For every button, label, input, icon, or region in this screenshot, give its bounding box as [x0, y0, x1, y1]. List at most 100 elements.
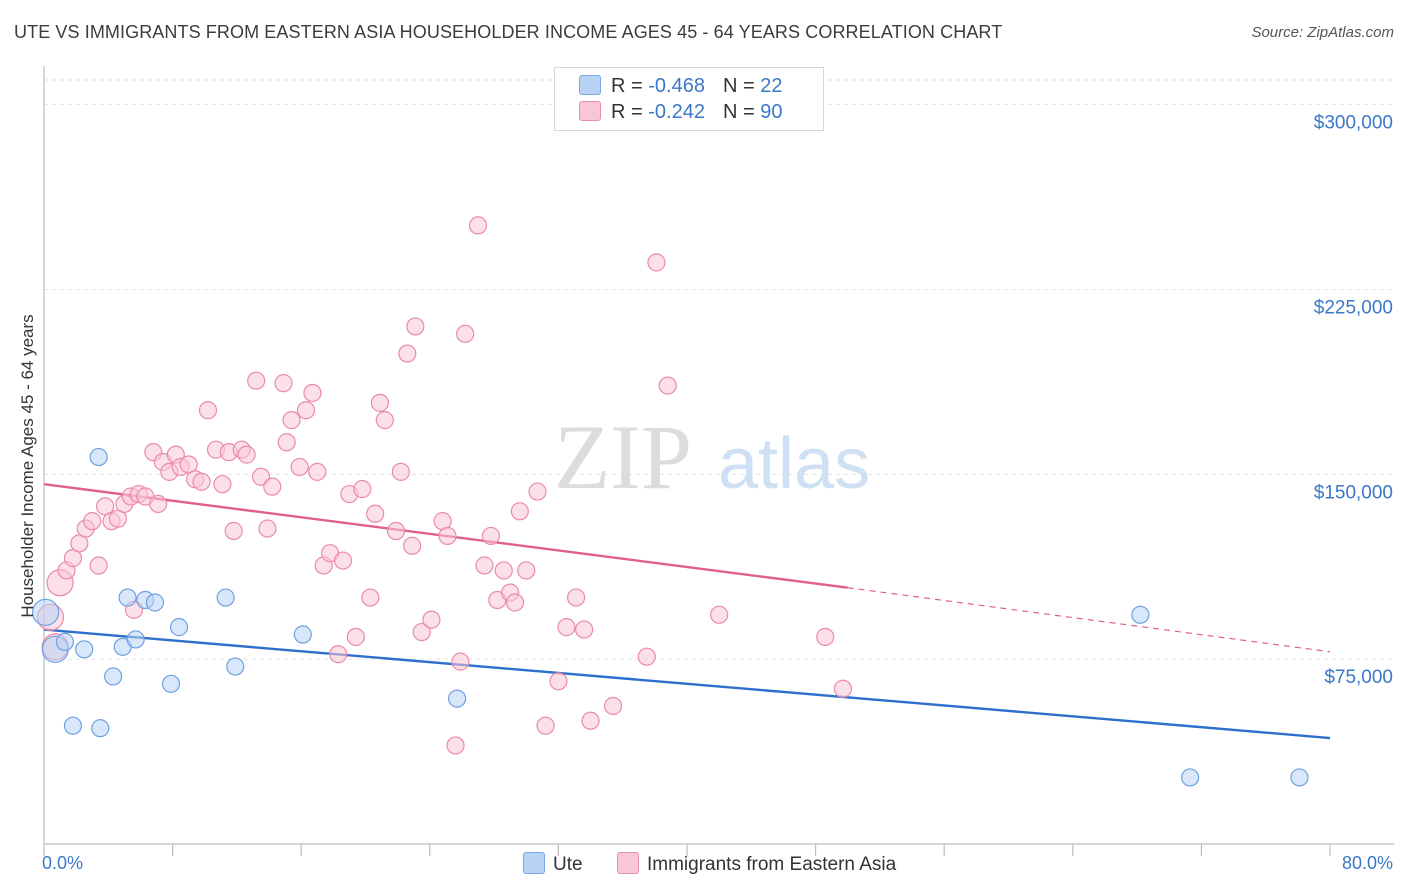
data-point-eastern-asia [333, 551, 353, 570]
watermark-atlas: atlas [718, 424, 870, 504]
legend-r-value: -0.242 [648, 101, 705, 123]
data-point-ute [448, 689, 467, 708]
data-point-eastern-asia [237, 445, 256, 464]
y-tick-label: $150,000 [1314, 482, 1393, 503]
data-point-eastern-asia [412, 622, 431, 642]
data-point-eastern-asia [494, 561, 513, 580]
data-point-ute [226, 657, 245, 676]
data-point-eastern-asia [403, 536, 422, 555]
legend-r-label: R = [611, 101, 649, 123]
data-point-eastern-asia [370, 393, 390, 412]
bottom-legend-eastern-asia: Immigrants from Eastern Asia [617, 852, 896, 876]
legend-n-value: 22 [760, 75, 783, 97]
data-point-eastern-asia [353, 480, 372, 499]
data-point-eastern-asia [192, 472, 211, 491]
data-point-eastern-asia [391, 462, 410, 481]
data-point-ute [169, 618, 189, 637]
bottom-legend-swatch-ute [523, 852, 545, 874]
data-point-ute [126, 630, 145, 649]
data-point-eastern-asia [528, 482, 547, 501]
legend-n-label: N = [722, 101, 761, 123]
data-point-eastern-asia [398, 344, 417, 363]
data-point-eastern-asia [475, 556, 494, 575]
data-point-eastern-asia [366, 504, 385, 523]
bottom-legend-label-eastern-asia: Immigrants from Eastern Asia [647, 854, 897, 875]
data-point-ute [1181, 768, 1200, 787]
data-point-eastern-asia [557, 618, 576, 637]
x-tick-label-min: 0.0% [42, 853, 83, 873]
source-label: Source: ZipAtlas.com [1251, 24, 1394, 41]
data-point-ute [55, 632, 74, 652]
data-point-ute [145, 593, 165, 612]
data-point-eastern-asia [247, 371, 266, 390]
data-point-eastern-asia [566, 588, 586, 607]
data-point-eastern-asia [406, 317, 425, 336]
legend-swatch-eastern-asia [579, 101, 601, 121]
y-tick-label: $300,000 [1314, 113, 1393, 134]
data-point-eastern-asia [263, 477, 282, 496]
y-tick-label: $75,000 [1324, 667, 1393, 688]
axes [43, 66, 1394, 856]
watermark: ZIP atlas [554, 406, 870, 508]
data-point-eastern-asia [647, 253, 666, 272]
data-point-eastern-asia [575, 620, 594, 639]
data-point-eastern-asia [451, 652, 470, 671]
data-point-ute [75, 640, 94, 659]
watermark-zip: ZIP [554, 406, 692, 508]
data-point-eastern-asia [346, 627, 365, 647]
data-points [32, 216, 1309, 787]
data-point-eastern-asia [303, 383, 322, 403]
data-point-eastern-asia [375, 411, 394, 430]
data-point-eastern-asia [83, 512, 102, 531]
data-point-eastern-asia [224, 521, 243, 541]
tick-labels: $75,000 $150,000 $225,000 $300,000 0.0% 80.0%… [18, 113, 1393, 873]
data-point-eastern-asia [481, 526, 500, 546]
legend-row-ute: R = -0.468 N = 22 [579, 75, 782, 101]
legend-swatch-ute [579, 75, 601, 95]
legend-row-eastern-asia: R = -0.242 N = 90 [579, 101, 782, 127]
data-point-ute [118, 588, 137, 607]
data-point-eastern-asia [361, 588, 380, 607]
data-point-eastern-asia [296, 401, 316, 420]
chart-title: UTE VS IMMIGRANTS FROM EASTERN ASIA HOUS… [14, 22, 1003, 42]
data-point-eastern-asia [468, 216, 488, 235]
data-point-eastern-asia [510, 502, 529, 521]
data-point-ute [1131, 605, 1150, 624]
data-point-eastern-asia [386, 521, 406, 541]
data-point-ute [293, 625, 312, 644]
data-point-eastern-asia [456, 324, 475, 343]
data-point-eastern-asia [816, 627, 835, 647]
y-tick-label: $225,000 [1314, 297, 1393, 318]
data-point-eastern-asia [274, 374, 293, 393]
data-point-ute [161, 674, 181, 693]
x-tick-label-max: 80.0% [1342, 853, 1393, 873]
data-point-eastern-asia [603, 696, 623, 716]
data-point-eastern-asia [213, 475, 232, 494]
data-point-eastern-asia [290, 457, 309, 477]
data-point-eastern-asia [517, 561, 536, 580]
data-point-ute [1290, 768, 1309, 787]
data-point-ute [91, 719, 110, 738]
trend-line-eastern-asia-extension [847, 587, 1331, 653]
data-point-ute [104, 667, 123, 686]
data-point-eastern-asia [198, 401, 218, 420]
legend-n-label: N = [722, 75, 761, 97]
data-point-eastern-asia [549, 672, 568, 691]
data-point-ute [216, 588, 235, 607]
legend-r-label: R = [611, 75, 649, 97]
data-point-eastern-asia [149, 494, 168, 513]
bottom-legend-swatch-eastern-asia [617, 852, 639, 874]
data-point-eastern-asia [89, 556, 108, 575]
data-point-eastern-asia [422, 610, 441, 629]
data-point-eastern-asia [258, 519, 277, 538]
data-point-eastern-asia [710, 605, 729, 624]
y-axis-title: Householder Income Ages 45 - 64 years [18, 314, 37, 617]
data-point-eastern-asia [658, 376, 677, 395]
bottom-legend-ute: Ute [523, 852, 583, 876]
data-point-eastern-asia [833, 679, 853, 698]
data-point-eastern-asia [438, 526, 457, 546]
legend-r-value: -0.468 [648, 75, 705, 97]
legend-n-value: 90 [760, 101, 783, 123]
data-point-eastern-asia [282, 411, 301, 430]
